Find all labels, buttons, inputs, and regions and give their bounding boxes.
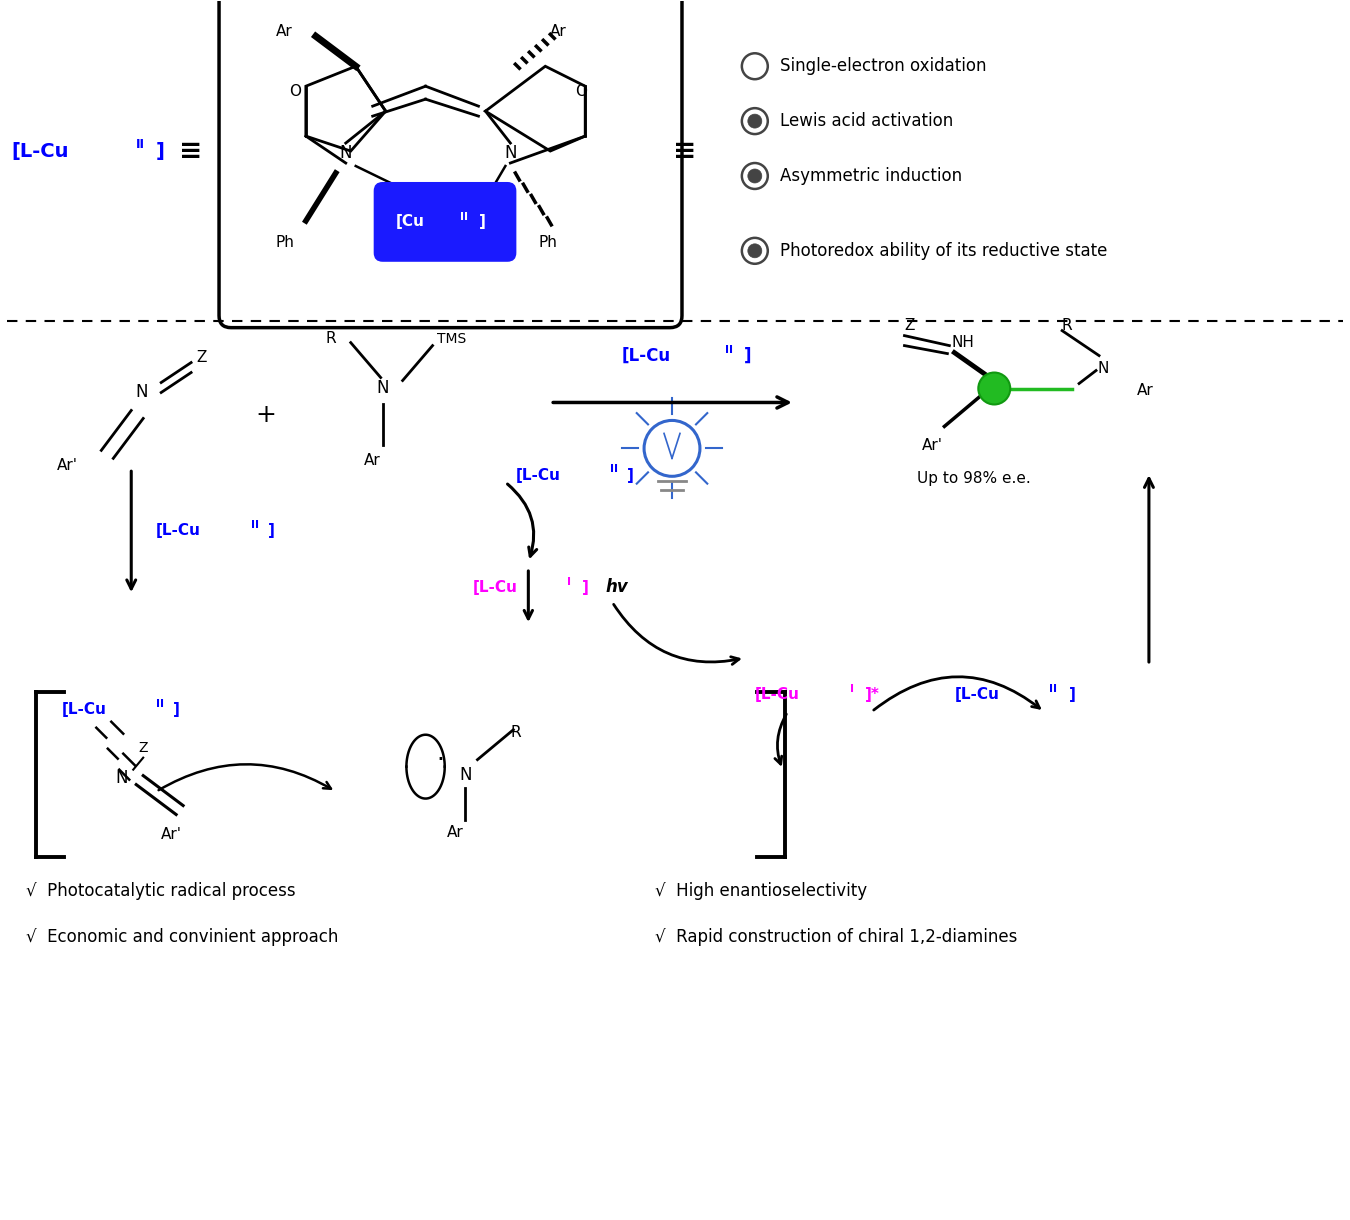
Text: N: N [459, 766, 471, 783]
Text: Ar': Ar' [57, 458, 77, 473]
Text: R: R [1061, 318, 1072, 333]
Text: ]: ] [1069, 687, 1076, 703]
Text: NH: NH [952, 336, 975, 350]
Text: ·: · [436, 748, 444, 772]
Circle shape [748, 115, 761, 128]
Text: ≡: ≡ [674, 137, 697, 165]
Text: II: II [136, 138, 146, 150]
Text: Ar: Ar [1137, 383, 1154, 398]
Text: Ph: Ph [275, 235, 294, 250]
Text: II: II [251, 520, 259, 531]
Text: O: O [289, 84, 301, 99]
Text: Ph: Ph [539, 235, 558, 250]
Text: TMS: TMS [436, 332, 466, 345]
FancyBboxPatch shape [219, 0, 682, 328]
Text: II: II [157, 699, 165, 709]
Text: Photoredox ability of its reductive state: Photoredox ability of its reductive stat… [780, 242, 1107, 260]
Text: O: O [575, 84, 587, 99]
Text: [L-Cu: [L-Cu [516, 467, 560, 483]
Text: Ar: Ar [447, 825, 464, 841]
Text: [Cu: [Cu [396, 215, 424, 229]
Text: II: II [725, 344, 733, 355]
Text: ]: ] [173, 703, 180, 717]
Text: Z: Z [196, 350, 207, 365]
Text: Ar: Ar [551, 24, 567, 39]
Text: Ar': Ar' [161, 827, 182, 842]
Text: Ar': Ar' [922, 438, 942, 453]
Text: √  Rapid construction of chiral 1,2-diamines: √ Rapid construction of chiral 1,2-diami… [655, 928, 1018, 947]
FancyBboxPatch shape [374, 182, 516, 262]
Text: ]*: ]* [864, 687, 879, 703]
Text: Z: Z [139, 741, 148, 755]
Text: [L-Cu: [L-Cu [61, 703, 107, 717]
Text: ]: ] [478, 215, 485, 229]
Text: √  Photocatalytic radical process: √ Photocatalytic radical process [27, 882, 296, 900]
Text: N: N [504, 144, 517, 162]
Text: N: N [135, 383, 147, 401]
Circle shape [979, 372, 1010, 405]
Text: II: II [610, 465, 618, 475]
Text: ≡: ≡ [180, 137, 202, 165]
Text: ]: ] [582, 580, 589, 594]
Text: Asymmetric induction: Asymmetric induction [780, 167, 963, 185]
Text: [L-Cu: [L-Cu [954, 687, 999, 703]
Text: II: II [1049, 684, 1057, 694]
Text: R: R [510, 725, 521, 741]
Text: I: I [567, 577, 571, 587]
Text: R: R [325, 331, 336, 346]
Text: [L-Cu: [L-Cu [472, 580, 517, 594]
Text: √  High enantioselectivity: √ High enantioselectivity [655, 882, 867, 900]
Text: +: + [255, 404, 277, 427]
Text: I: I [849, 684, 853, 694]
Circle shape [748, 244, 761, 257]
Text: [L-Cu: [L-Cu [755, 687, 799, 703]
Text: N: N [115, 769, 127, 787]
Text: ]: ] [744, 346, 752, 365]
Text: [L-Cu: [L-Cu [157, 522, 201, 538]
Text: ]: ] [157, 142, 165, 161]
Text: II: II [460, 212, 468, 222]
Text: Ar: Ar [364, 453, 381, 467]
Text: √  Economic and convinient approach: √ Economic and convinient approach [27, 928, 339, 947]
Text: N: N [1098, 361, 1108, 376]
Text: N: N [339, 144, 352, 162]
Text: [L-Cu: [L-Cu [12, 142, 69, 161]
Text: N: N [377, 378, 389, 396]
Text: [L-Cu: [L-Cu [622, 346, 671, 365]
Text: ]: ] [628, 467, 634, 483]
Text: hv: hv [605, 578, 628, 597]
Text: Up to 98% e.e.: Up to 98% e.e. [918, 471, 1031, 486]
Text: ]: ] [267, 522, 275, 538]
Text: Single-electron oxidation: Single-electron oxidation [780, 57, 987, 76]
Text: Z: Z [904, 318, 915, 333]
Circle shape [748, 170, 761, 183]
Text: Ar: Ar [275, 24, 293, 39]
Text: Lewis acid activation: Lewis acid activation [780, 112, 953, 131]
